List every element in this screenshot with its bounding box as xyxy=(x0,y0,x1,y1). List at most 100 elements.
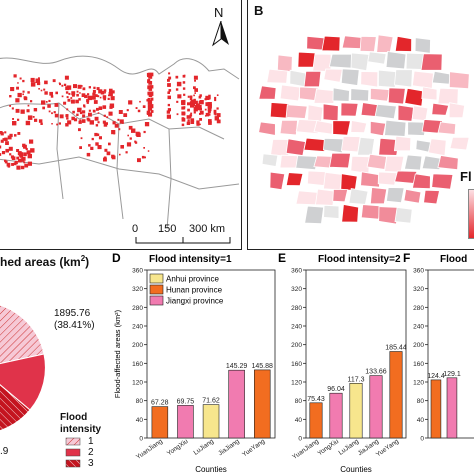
region-cell xyxy=(437,155,459,171)
flood-dot xyxy=(6,162,11,167)
flood-dot xyxy=(199,94,202,97)
flood-dot xyxy=(119,153,121,156)
flood-dot xyxy=(196,122,200,126)
bar-chart-f: F Flood 0 40 80 120 160 200 240 280 320 360 124.4129… xyxy=(403,251,474,443)
region-cell xyxy=(377,171,398,186)
y-tick-label: 320 xyxy=(291,286,302,293)
flood-dot xyxy=(97,95,100,98)
flood-dot xyxy=(95,142,99,146)
flood-dot xyxy=(19,77,22,80)
region-cell xyxy=(332,120,351,136)
region-cell xyxy=(412,173,431,190)
bar-value-label: 145.29 xyxy=(226,363,248,370)
flood-dot xyxy=(76,113,79,116)
flood-dot xyxy=(186,115,191,119)
flood-dot xyxy=(194,100,198,104)
flood-dot xyxy=(82,87,86,91)
region-cell xyxy=(340,102,359,117)
flood-dot xyxy=(5,148,9,153)
flood-dot xyxy=(176,81,182,87)
flood-dot xyxy=(107,97,110,100)
y-tick-label: 0 xyxy=(420,436,424,443)
flood-dot xyxy=(196,120,200,124)
region-cell xyxy=(360,204,382,220)
y-tick-label: 120 xyxy=(291,380,302,387)
flood-dot xyxy=(27,115,33,120)
pie-chart xyxy=(0,304,81,468)
flood-dot xyxy=(143,130,146,134)
region-cell xyxy=(350,88,370,102)
region-cell xyxy=(366,153,388,170)
map-a-boundary xyxy=(0,102,240,230)
pie-slice-3 xyxy=(0,384,31,432)
flood-dot xyxy=(117,118,120,121)
flood-dot xyxy=(97,145,102,150)
flood-dot xyxy=(82,110,86,114)
flood-dot xyxy=(65,91,69,94)
panel-c: hed areas (km2) 1895.76 (38.41%) .9 Floo… xyxy=(0,250,110,474)
y-tick-label: 160 xyxy=(132,361,143,368)
bar-value-label: 71.62 xyxy=(202,398,220,405)
flood-dot xyxy=(13,74,17,78)
region-cell xyxy=(393,135,412,152)
flood-dot xyxy=(216,107,219,110)
flood-dot xyxy=(144,156,146,159)
flood-dot xyxy=(43,88,46,91)
flood-dot xyxy=(168,76,172,80)
flood-dot xyxy=(70,97,73,99)
flood-dot xyxy=(15,98,20,103)
flood-dot xyxy=(0,145,2,149)
flood-dot xyxy=(118,128,121,131)
flood-dot xyxy=(59,83,61,86)
flood-dot xyxy=(183,74,186,77)
y-tick-label: 280 xyxy=(291,305,302,312)
flood-dot xyxy=(96,107,99,111)
flood-dot xyxy=(108,91,113,97)
flood-dot xyxy=(194,79,196,82)
bar-charts: D Flood intensity=1 0 40 80 120 160 200 240 280 32… xyxy=(112,251,474,474)
y-tick-label: 320 xyxy=(132,286,143,293)
flood-dot xyxy=(17,151,22,155)
flood-dot xyxy=(58,122,61,125)
region-cell xyxy=(431,102,450,116)
flood-dot xyxy=(20,158,25,162)
region-cell xyxy=(297,51,316,68)
flood-dot xyxy=(109,105,113,109)
flood-dot xyxy=(22,90,25,93)
map-a-outline xyxy=(0,55,240,80)
region-cell xyxy=(397,104,415,122)
flood-dot xyxy=(19,154,23,158)
region-cell xyxy=(341,204,360,223)
flood-dot xyxy=(190,101,195,106)
pie-legend-item-2: 2 xyxy=(88,447,94,458)
flood-dot xyxy=(109,88,113,93)
flood-dot xyxy=(79,111,83,115)
flood-dot xyxy=(38,88,40,90)
flood-dot xyxy=(205,102,210,107)
flood-dot xyxy=(193,86,196,90)
panel-label-b: B xyxy=(254,3,264,18)
flood-dot xyxy=(48,99,51,102)
pie-slice-2 xyxy=(0,353,46,411)
flood-dot xyxy=(148,93,153,97)
flood-dot xyxy=(9,95,12,98)
flood-dot xyxy=(125,151,128,154)
legend-swatch-3 xyxy=(65,459,81,468)
flood-dot xyxy=(73,84,77,89)
flood-dot xyxy=(167,103,170,107)
flood-dot xyxy=(86,99,90,103)
legend-swatch-2 xyxy=(65,448,81,457)
flood-dot xyxy=(198,107,202,111)
region-cell xyxy=(321,35,341,52)
y-tick-label: 80 xyxy=(136,398,144,405)
flood-dot xyxy=(204,108,207,111)
region-cell xyxy=(369,120,387,137)
pie-legend-title-1: Flood xyxy=(60,412,88,423)
flood-dot xyxy=(103,156,107,160)
x-tick-label: YueYang xyxy=(241,438,267,459)
x-tick-label: YongXiu xyxy=(166,438,190,458)
flood-dot xyxy=(38,77,40,80)
flood-dot xyxy=(167,91,170,94)
region-cell xyxy=(427,138,447,157)
bar-chart-e: E Flood intensity=2 0 40 80 120 160 200 240 280 32… xyxy=(278,251,407,474)
